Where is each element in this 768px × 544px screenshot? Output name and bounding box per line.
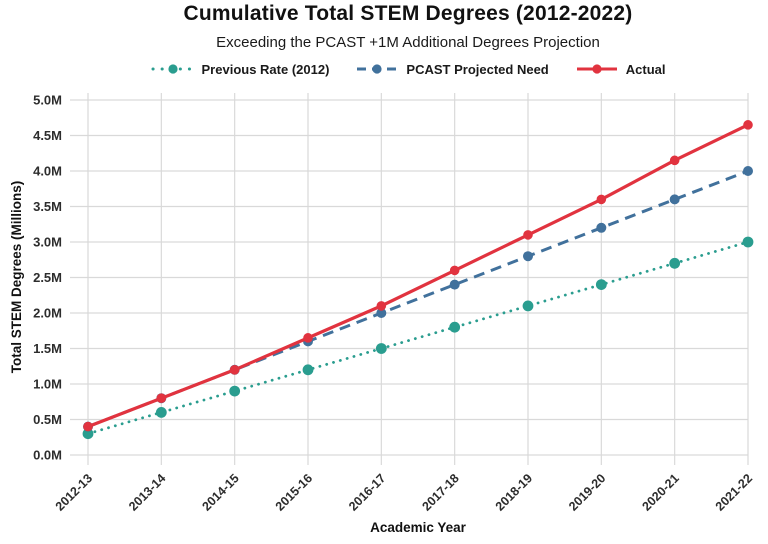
y-tick-label: 5.0M <box>33 93 62 108</box>
x-axis-title: Academic Year <box>370 520 466 535</box>
series-line-previous-rate-2012- <box>86 240 750 436</box>
chart-legend: Previous Rate (2012) PCAST Projected Need… <box>68 58 748 80</box>
y-tick-label: 0.5M <box>33 412 62 427</box>
data-point <box>155 407 167 418</box>
y-tick-label: 0.0M <box>33 448 62 463</box>
data-point <box>375 343 387 354</box>
legend-label: Previous Rate (2012) <box>201 61 330 77</box>
legend-item-previous-rate-2012-: Previous Rate (2012) <box>151 61 330 77</box>
data-point <box>523 230 533 240</box>
x-tick-label: 2016-17 <box>346 471 388 513</box>
y-tick-label: 3.0M <box>33 235 62 250</box>
data-point <box>669 194 680 205</box>
data-point <box>742 236 754 248</box>
data-point <box>743 166 753 176</box>
y-axis-title: Total STEM Degrees (Millions) <box>9 180 24 374</box>
x-tick-label: 2019-20 <box>566 471 608 513</box>
x-tick-label: 2018-19 <box>493 471 535 513</box>
data-point <box>596 222 607 233</box>
legend-label: PCAST Projected Need <box>406 61 549 77</box>
data-point <box>743 120 753 130</box>
data-point <box>523 251 533 262</box>
data-point <box>229 365 240 375</box>
x-tick-label: 2015-16 <box>273 471 315 513</box>
data-point <box>449 321 461 333</box>
y-tick-label: 3.5M <box>33 199 62 214</box>
data-point <box>596 194 607 205</box>
legend-line-sample <box>151 64 195 74</box>
y-tick-label: 1.5M <box>33 341 62 356</box>
data-point <box>449 279 460 290</box>
data-point <box>669 257 681 269</box>
legend-label: Actual <box>625 61 666 77</box>
y-tick-label: 4.0M <box>33 164 62 179</box>
y-tick-label: 2.5M <box>33 270 62 285</box>
series-line-actual <box>87 123 749 429</box>
data-point <box>595 279 607 290</box>
legend-item-pcast-projected-need: PCAST Projected Need <box>355 61 549 77</box>
data-point <box>83 421 93 432</box>
data-point <box>376 301 387 311</box>
x-tick-label: 2014-15 <box>199 471 241 513</box>
legend-item-actual: Actual <box>575 61 666 77</box>
chart-subtitle: Exceeding the PCAST +1M Additional Degre… <box>216 34 600 51</box>
y-tick-label: 2.0M <box>33 306 62 321</box>
data-point <box>522 300 534 312</box>
data-point <box>229 385 241 397</box>
x-tick-label: 2020-21 <box>639 471 681 513</box>
data-point <box>156 393 167 404</box>
x-tick-label: 2013-14 <box>126 471 168 513</box>
data-point <box>376 308 387 318</box>
data-point <box>82 428 94 440</box>
y-tick-label: 1.0M <box>33 377 62 392</box>
data-point <box>302 364 314 376</box>
x-tick-label: 2021-22 <box>713 471 755 513</box>
y-tick-label: 4.5M <box>33 128 62 143</box>
chart-title: Cumulative Total STEM Degrees (2012-2022… <box>183 2 633 25</box>
legend-line-sample <box>576 64 617 74</box>
data-point <box>669 155 680 166</box>
data-point <box>449 265 460 276</box>
data-point <box>303 333 313 343</box>
x-tick-label: 2017-18 <box>419 471 461 513</box>
x-tick-label: 2012-13 <box>53 471 95 513</box>
legend-line-sample <box>357 64 398 74</box>
